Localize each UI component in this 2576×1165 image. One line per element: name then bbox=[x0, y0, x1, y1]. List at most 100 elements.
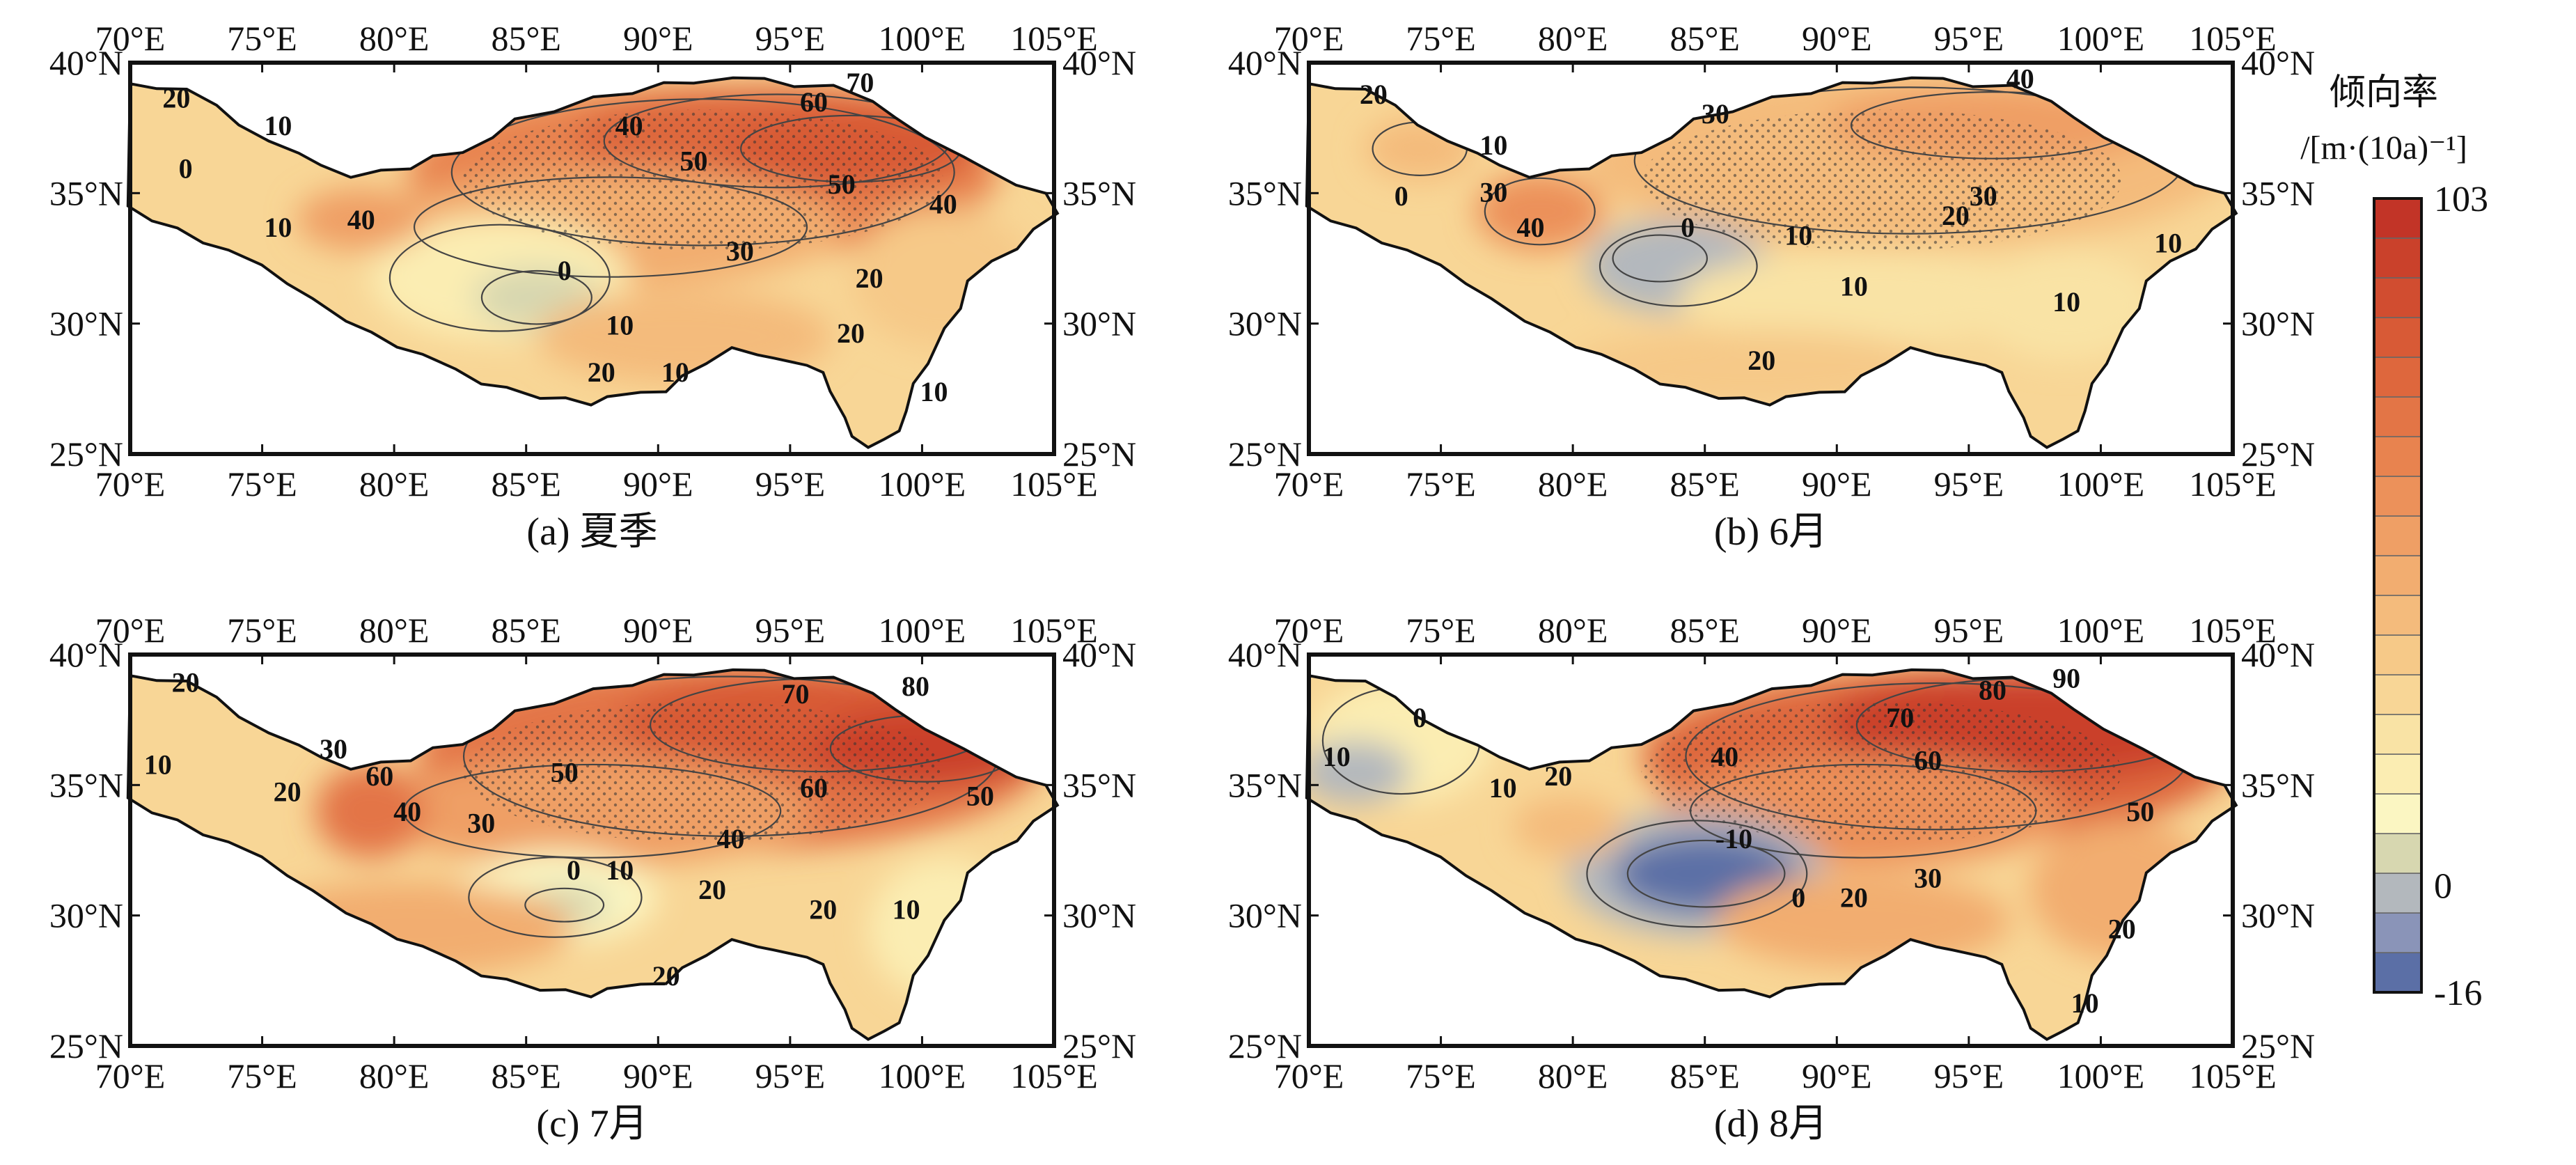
colorbar-segment bbox=[2373, 396, 2422, 437]
contour-line bbox=[480, 269, 592, 325]
contour-label: 40 bbox=[393, 796, 421, 827]
lon-tick-label-bottom: 80°E bbox=[359, 1056, 430, 1095]
trend-blob bbox=[315, 764, 426, 859]
colorbar: 倾向率 /[m·(10a)⁻¹] 103 0 -16 bbox=[2300, 73, 2488, 1013]
lat-tick-label-right: 30°N bbox=[2241, 896, 2315, 935]
lon-tick-label-top: 105°E bbox=[1010, 19, 1098, 58]
lon-tick-label-bottom: 85°E bbox=[491, 464, 561, 503]
lon-tick-label-top: 75°E bbox=[1406, 611, 1476, 650]
contour-label: 50 bbox=[680, 146, 707, 177]
contour-label: 50 bbox=[551, 757, 579, 788]
lat-tick-label-right: 25°N bbox=[2241, 1026, 2315, 1065]
colorbar-segment bbox=[2373, 237, 2422, 279]
contour-label: 10 bbox=[144, 749, 172, 780]
significance-stipple bbox=[462, 109, 943, 251]
lon-tick-label-bottom: 100°E bbox=[879, 1056, 966, 1095]
plateau-boundary bbox=[1305, 76, 2238, 449]
map-panel: 70°E 70°E 75°E 75°E 80°E 80°E 85°E 85°E 90°E 90°E… bbox=[1228, 611, 2315, 1146]
lon-tick-label-bottom: 85°E bbox=[1670, 1056, 1740, 1095]
lon-tick-label-bottom: 105°E bbox=[1010, 464, 1098, 503]
lon-tick-label-top: 100°E bbox=[879, 611, 966, 650]
lon-tick-label-bottom: 75°E bbox=[227, 1056, 297, 1095]
contour-label: 20 bbox=[274, 776, 301, 808]
lon-tick-label-bottom: 75°E bbox=[1406, 464, 1476, 503]
contour-label: 60 bbox=[1914, 745, 1942, 776]
colorbar-segment bbox=[2373, 753, 2422, 795]
colorbar-segment bbox=[2373, 634, 2422, 675]
significance-stipple bbox=[462, 701, 943, 843]
colorbar-segment bbox=[2373, 317, 2422, 358]
contour-label: 90 bbox=[2052, 663, 2080, 694]
contour-label: 10 bbox=[2071, 987, 2099, 1019]
colorbar-segment bbox=[2373, 674, 2422, 715]
lon-tick-label-top: 95°E bbox=[1934, 19, 2004, 58]
lon-tick-label-top: 80°E bbox=[1538, 19, 1608, 58]
contour-label: 70 bbox=[781, 678, 809, 710]
lon-tick-label-bottom: 90°E bbox=[1802, 1056, 1872, 1095]
lat-tick-label-left: 35°N bbox=[49, 765, 123, 804]
contour-line bbox=[1612, 234, 1709, 283]
lon-tick-label-top: 75°E bbox=[227, 19, 297, 58]
contour-label: 30 bbox=[726, 235, 754, 267]
lat-tick-label-right: 40°N bbox=[1062, 43, 1136, 82]
contour-line bbox=[468, 857, 643, 938]
trend-blob bbox=[1475, 172, 1605, 251]
lat-tick-label-left: 40°N bbox=[49, 43, 123, 82]
colorbar-segment bbox=[2373, 357, 2422, 398]
contour-label: 30 bbox=[467, 808, 495, 839]
contour-label: 40 bbox=[1711, 741, 1738, 772]
contour-label: 20 bbox=[1360, 79, 1388, 110]
panel-frame bbox=[1307, 61, 2235, 456]
colorbar-segment bbox=[2373, 277, 2422, 318]
contour-label: -10 bbox=[1715, 823, 1752, 854]
lon-tick-label-bottom: 75°E bbox=[1406, 1056, 1476, 1095]
contour-label: 10 bbox=[1840, 270, 1868, 302]
contour-label: 60 bbox=[800, 86, 828, 118]
colorbar-unit: /[m·(10a)⁻¹] bbox=[2300, 130, 2467, 166]
contour-line bbox=[1586, 820, 1808, 928]
contour-line bbox=[1626, 839, 1786, 908]
colorbar-segment bbox=[2373, 873, 2422, 914]
contour-label: 10 bbox=[606, 310, 634, 341]
lat-tick-label-left: 30°N bbox=[49, 304, 123, 343]
contour-line bbox=[1484, 177, 1596, 246]
contour-label: 70 bbox=[846, 67, 874, 98]
panel-frame bbox=[128, 61, 1056, 456]
contour-label: 40 bbox=[1516, 212, 1544, 243]
contour-line bbox=[388, 224, 611, 332]
lon-tick-label-bottom: 95°E bbox=[755, 1056, 826, 1095]
lon-tick-label-bottom: 100°E bbox=[879, 464, 966, 503]
lat-tick-label-left: 40°N bbox=[49, 635, 123, 674]
contour-label: 50 bbox=[2126, 796, 2154, 827]
contour-label: 10 bbox=[264, 212, 292, 243]
lat-tick-label-left: 30°N bbox=[1228, 896, 1302, 935]
trend-field bbox=[1309, 77, 2233, 448]
contour-label: 40 bbox=[717, 823, 745, 854]
contour-label: 40 bbox=[929, 188, 957, 219]
contour-label: 10 bbox=[893, 893, 920, 925]
contour-label: 0 bbox=[558, 255, 572, 286]
lat-tick-label-left: 35°N bbox=[1228, 173, 1302, 212]
lon-tick-label-top: 105°E bbox=[2189, 611, 2277, 650]
lon-tick-label-top: 90°E bbox=[623, 19, 693, 58]
lon-tick-label-top: 70°E bbox=[95, 19, 166, 58]
lat-tick-label-right: 30°N bbox=[1062, 896, 1136, 935]
map-panel: 70°E 70°E 75°E 75°E 80°E 80°E 85°E 85°E 90°E 90°E… bbox=[49, 19, 1136, 554]
contour-label: 10 bbox=[1784, 219, 1812, 251]
contour-label: 20 bbox=[652, 960, 680, 992]
lon-tick-label-top: 100°E bbox=[2057, 611, 2145, 650]
contour-label: 0 bbox=[1395, 180, 1408, 212]
lon-tick-label-bottom: 95°E bbox=[1934, 1056, 2004, 1095]
contour-label: 20 bbox=[1840, 882, 1868, 913]
colorbar-segment bbox=[2373, 912, 2422, 953]
lon-tick-label-top: 85°E bbox=[491, 611, 561, 650]
panel-caption: (d) 8月 bbox=[1714, 1102, 1828, 1146]
lon-tick-label-top: 90°E bbox=[1802, 19, 1872, 58]
lon-tick-label-bottom: 95°E bbox=[755, 464, 826, 503]
lat-tick-label-left: 40°N bbox=[1228, 43, 1302, 82]
contour-label: 10 bbox=[1479, 130, 1507, 161]
trend-blob bbox=[1306, 740, 1411, 804]
plateau-boundary bbox=[1305, 668, 2238, 1041]
map-panel: 70°E 70°E 75°E 75°E 80°E 80°E 85°E 85°E 90°E 90°E… bbox=[1228, 19, 2315, 554]
lat-tick-label-right: 40°N bbox=[1062, 635, 1136, 674]
